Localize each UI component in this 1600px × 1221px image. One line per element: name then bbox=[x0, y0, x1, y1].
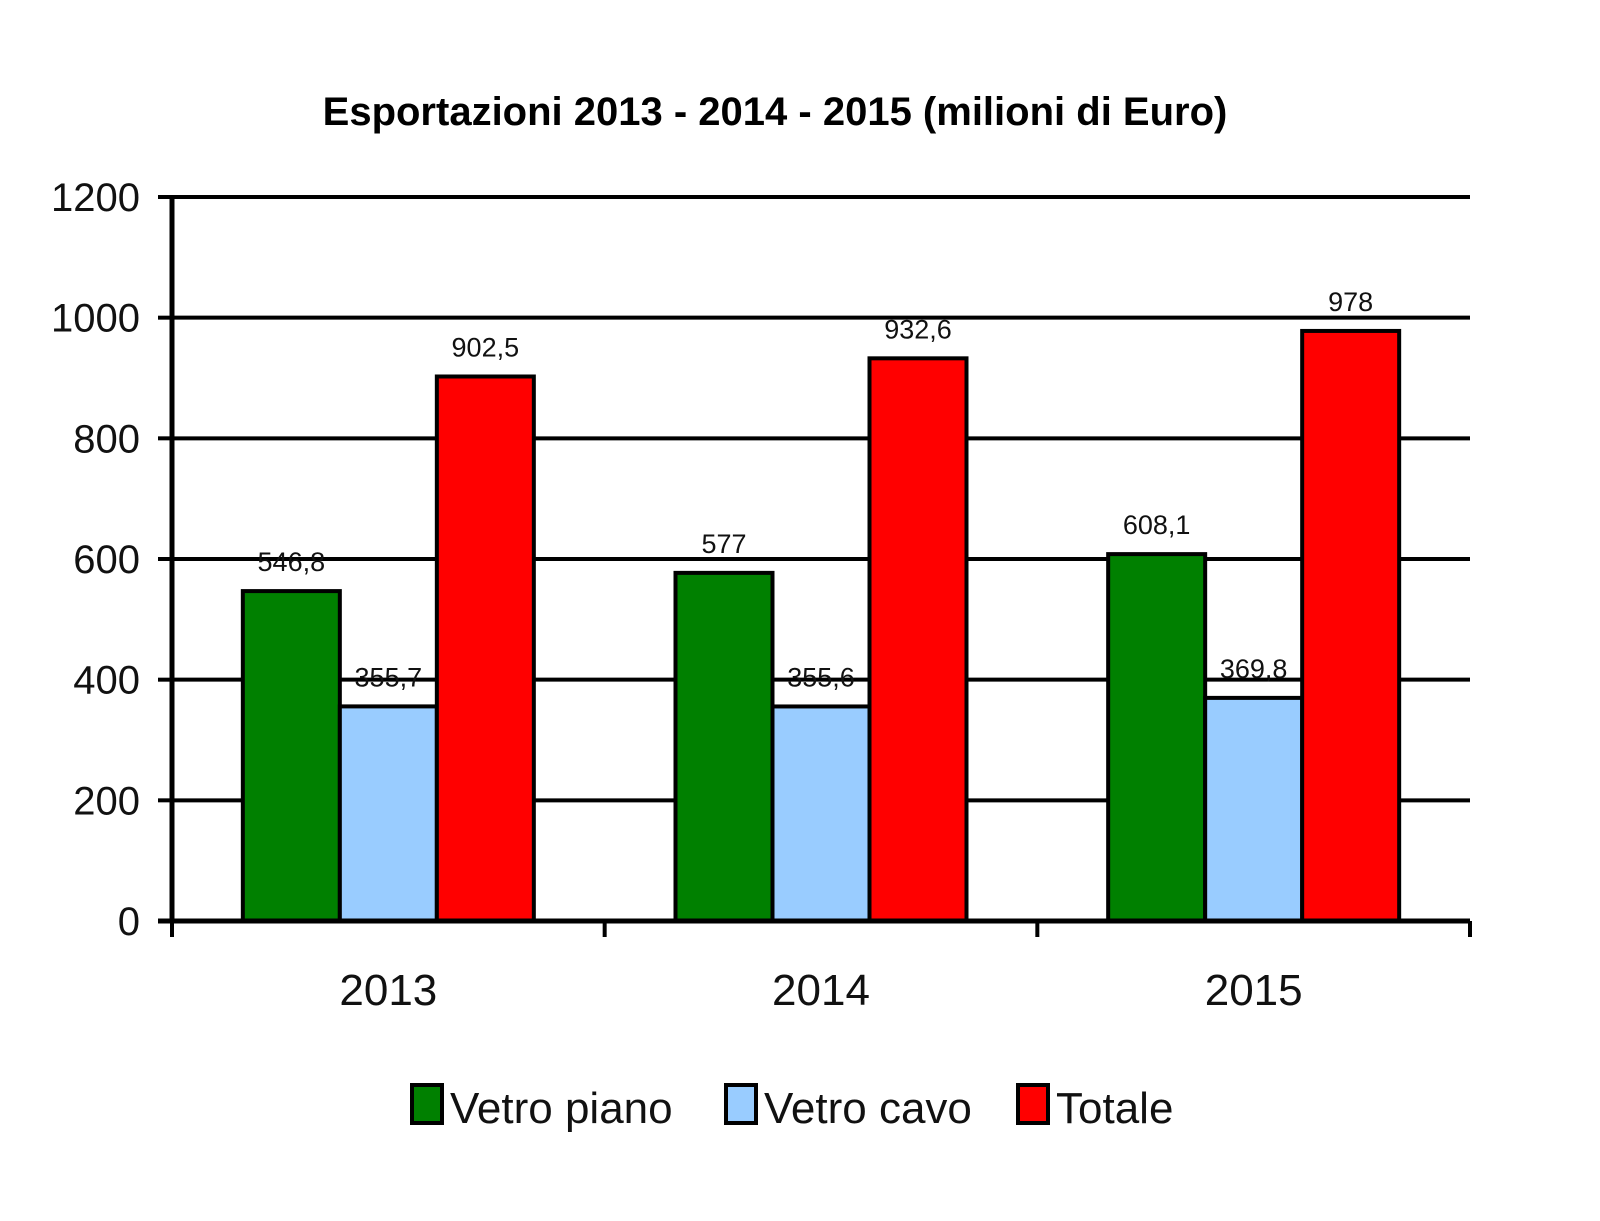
data-label: 902,5 bbox=[452, 332, 520, 362]
x-tick-label: 2013 bbox=[339, 966, 437, 1015]
legend-swatch bbox=[724, 1083, 758, 1125]
bar bbox=[337, 704, 439, 924]
bar bbox=[770, 704, 872, 923]
data-label: 546,8 bbox=[258, 547, 326, 577]
bar bbox=[867, 356, 969, 923]
legend: Vetro piano Vetro cavo Totale bbox=[410, 1083, 1173, 1133]
bar bbox=[1203, 695, 1305, 923]
bar bbox=[1300, 328, 1402, 923]
y-tick-label: 0 bbox=[118, 900, 140, 944]
axis-layer: 0 200 400 600 800 1000 1200 2013 2014 2015 bbox=[51, 176, 1472, 1015]
bar bbox=[1106, 552, 1208, 923]
data-label: 608,1 bbox=[1123, 510, 1191, 540]
y-tick-label: 400 bbox=[73, 659, 140, 703]
data-label: 355,6 bbox=[787, 662, 855, 692]
y-tick-label: 1200 bbox=[51, 176, 140, 220]
chart-title: Esportazioni 2013 - 2014 - 2015 (milioni… bbox=[323, 90, 1228, 134]
bar bbox=[240, 589, 342, 924]
legend-swatch bbox=[410, 1083, 444, 1125]
bars-layer bbox=[240, 328, 1402, 924]
data-label: 577 bbox=[701, 529, 746, 559]
y-tick-label: 600 bbox=[73, 538, 140, 582]
y-tick-label: 1000 bbox=[51, 297, 140, 341]
data-label: 355,7 bbox=[355, 662, 423, 692]
data-labels-layer: 546,8 355,7 902,5 577 355,6 932,6 608,1 369,8 97… bbox=[258, 287, 1374, 693]
legend-label: Vetro cavo bbox=[764, 1084, 972, 1133]
x-tick-label: 2015 bbox=[1205, 966, 1303, 1015]
y-tick-label: 200 bbox=[73, 779, 140, 823]
bar bbox=[434, 374, 536, 924]
y-tick-label: 800 bbox=[73, 417, 140, 461]
legend-swatch bbox=[1016, 1083, 1050, 1125]
data-label: 932,6 bbox=[884, 314, 952, 344]
bar bbox=[673, 570, 775, 923]
legend-label: Vetro piano bbox=[450, 1084, 673, 1133]
x-tick-label: 2014 bbox=[772, 966, 870, 1015]
legend-label: Totale bbox=[1056, 1084, 1173, 1133]
data-label: 369,8 bbox=[1220, 654, 1288, 684]
data-label: 978 bbox=[1328, 287, 1373, 317]
